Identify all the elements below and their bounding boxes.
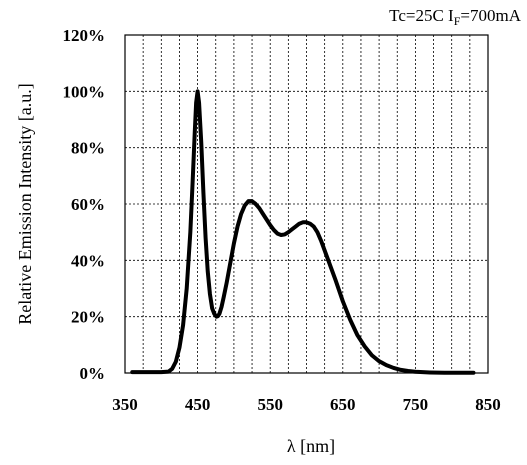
y-tick-label: 0% [80,364,106,383]
x-tick-label: 750 [403,395,429,414]
series-layer [130,89,476,375]
x-tick-label: 650 [330,395,356,414]
measurement-condition: Tc=25C IF=700mA [389,6,522,28]
x-tick-label: 550 [257,395,283,414]
y-tick-label: 20% [71,308,105,327]
condition-suffix: =700mA [460,6,521,25]
y-tick-label: 60% [71,195,105,214]
y-axis-title: Relative Emission Intensity [a.u.] [15,83,35,324]
y-tick-label: 40% [71,251,105,270]
grid-lines [125,35,488,373]
y-tick-label: 120% [63,26,106,45]
y-tick-labels: 0% 20% 40% 60% 80% 100% 120% [63,26,106,383]
x-tick-label: 350 [112,395,138,414]
x-tick-label: 450 [185,395,211,414]
y-tick-label: 100% [63,82,106,101]
spectrum-line [130,89,476,375]
y-tick-label: 80% [71,139,105,158]
condition-subscript: F [454,14,461,28]
x-tick-labels: 350 450 550 650 750 850 [112,395,501,414]
plot-area-frame [124,34,489,374]
condition-prefix: Tc=25C I [389,6,454,25]
x-axis-title: λ [nm] [287,436,335,456]
x-tick-label: 850 [475,395,501,414]
